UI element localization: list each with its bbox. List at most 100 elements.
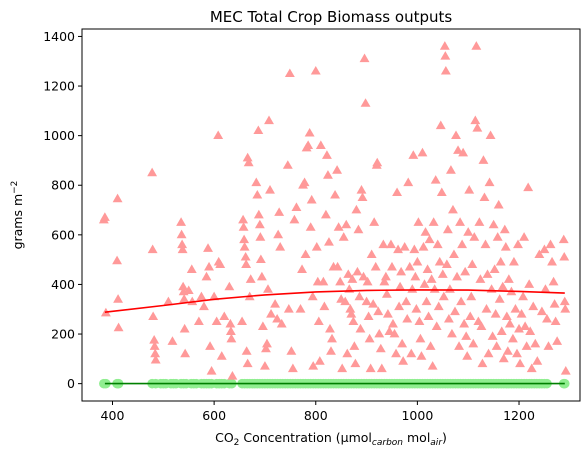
- data-point-triangle: [99, 212, 110, 221]
- data-point-triangle: [536, 306, 547, 316]
- data-point-triangle: [558, 234, 569, 244]
- data-point-triangle: [300, 249, 311, 259]
- data-point-triangle: [306, 194, 317, 204]
- data-point-triangle: [476, 321, 487, 330]
- data-point-triangle: [320, 209, 331, 219]
- data-point-triangle: [276, 318, 287, 328]
- data-point-triangle: [314, 356, 325, 365]
- data-point-triangle: [492, 232, 503, 241]
- data-point-triangle: [340, 296, 351, 306]
- data-point-triangle: [176, 217, 187, 226]
- data-point-triangle: [435, 120, 446, 130]
- data-point-triangle: [487, 331, 498, 340]
- data-point-triangle: [426, 274, 437, 283]
- data-point-triangle: [213, 130, 224, 140]
- data-point-triangle: [395, 281, 406, 291]
- data-point-triangle: [458, 147, 469, 157]
- data-point-triangle: [211, 316, 222, 326]
- data-point-triangle: [427, 361, 438, 370]
- data-point-triangle: [404, 261, 415, 271]
- data-point-triangle: [295, 304, 306, 313]
- data-point-triangle: [242, 358, 253, 368]
- data-point-triangle: [323, 170, 333, 179]
- x-tick-label: 1000: [401, 408, 433, 423]
- data-point-triangle: [238, 222, 249, 231]
- data-point-triangle: [434, 256, 445, 266]
- data-point-triangle: [369, 217, 380, 226]
- data-point-triangle: [275, 242, 286, 251]
- data-point-triangle: [374, 328, 385, 338]
- data-point-triangle: [324, 237, 334, 246]
- data-point-triangle: [503, 274, 514, 283]
- data-point-triangle: [518, 291, 529, 301]
- data-point-triangle: [204, 261, 214, 271]
- data-point-triangle: [199, 301, 209, 311]
- data-point-triangle: [463, 227, 474, 236]
- data-point-triangle: [180, 348, 191, 358]
- data-point-triangle: [265, 185, 275, 194]
- data-point-triangle: [465, 311, 476, 321]
- data-point-triangle: [303, 140, 314, 149]
- data-point-triangle: [401, 296, 412, 306]
- data-point-triangle: [514, 323, 524, 333]
- data-point-triangle: [354, 291, 365, 301]
- data-point-triangle: [542, 313, 552, 323]
- data-point-triangle: [393, 244, 404, 254]
- data-point-triangle: [412, 256, 423, 266]
- data-point-triangle: [545, 239, 556, 249]
- data-point-triangle: [363, 311, 374, 321]
- data-point-triangle: [451, 130, 461, 140]
- data-point-triangle: [365, 363, 376, 373]
- data-point-triangle: [433, 301, 444, 311]
- data-point-triangle: [402, 313, 413, 323]
- data-point-triangle: [326, 346, 336, 355]
- data-point-triangle: [415, 333, 426, 343]
- data-point-triangle: [286, 346, 297, 355]
- data-point-triangle: [408, 150, 419, 159]
- data-point-triangle: [333, 222, 344, 231]
- data-point-triangle: [439, 41, 450, 50]
- data-point-triangle: [346, 309, 357, 318]
- data-point-triangle: [394, 301, 405, 311]
- data-point-triangle: [418, 242, 429, 251]
- data-point-triangle: [239, 234, 250, 244]
- data-point-triangle: [423, 311, 434, 321]
- data-point-triangle: [420, 227, 431, 236]
- data-point-triangle: [474, 217, 485, 226]
- data-point-triangle: [351, 204, 362, 214]
- data-point-triangle: [472, 123, 483, 132]
- data-point-triangle: [425, 341, 436, 350]
- data-point-triangle: [345, 304, 356, 313]
- x-axis-title: CO2 Concentration (μmolcarbon molair): [215, 430, 447, 448]
- data-point-triangle: [225, 326, 236, 335]
- data-point-triangle: [254, 219, 265, 229]
- data-point-triangle: [216, 351, 227, 360]
- data-point-triangle: [438, 291, 449, 301]
- data-point-triangle: [113, 294, 124, 303]
- data-point-triangle: [203, 243, 213, 252]
- data-point-triangle: [485, 130, 496, 140]
- data-point-triangle: [112, 193, 123, 203]
- data-point-triangle: [436, 187, 447, 197]
- data-point-triangle: [186, 264, 197, 273]
- data-point-triangle: [489, 264, 500, 273]
- data-point-triangle: [468, 338, 479, 348]
- data-point-triangle: [437, 269, 448, 278]
- data-point-triangle: [479, 192, 490, 202]
- data-point-triangle: [332, 165, 343, 174]
- data-point-triangle: [149, 335, 160, 344]
- data-point-triangle: [416, 351, 427, 360]
- data-point-triangle: [471, 41, 482, 50]
- data-point-triangle: [206, 366, 217, 375]
- data-point-triangle: [330, 189, 341, 199]
- data-point-triangle: [240, 251, 251, 261]
- data-point-triangle: [559, 251, 570, 261]
- data-point-triangle: [252, 189, 263, 199]
- data-point-triangle: [526, 363, 537, 373]
- data-point-triangle: [381, 289, 392, 298]
- data-point-triangle: [521, 341, 532, 350]
- data-point-triangle: [480, 239, 491, 249]
- data-point-triangle: [456, 296, 467, 306]
- data-point-triangle: [167, 336, 178, 345]
- data-point-triangle: [387, 261, 397, 271]
